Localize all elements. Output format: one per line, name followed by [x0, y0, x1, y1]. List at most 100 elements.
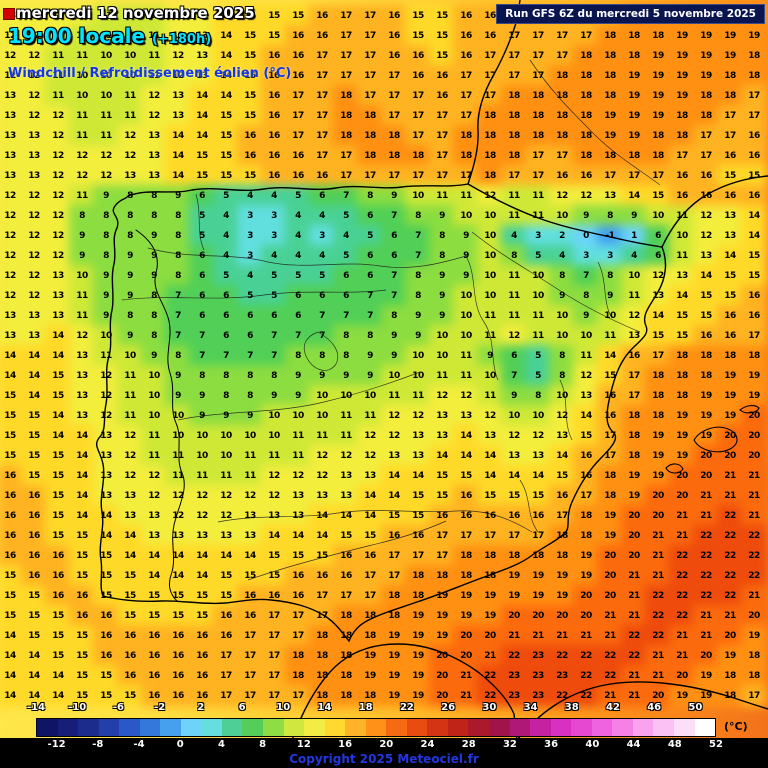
- temp-value: 16: [700, 171, 712, 181]
- temp-value: 6: [343, 291, 349, 301]
- temp-value: 19: [412, 611, 424, 621]
- temp-value: 18: [700, 91, 712, 101]
- temp-value: 18: [556, 551, 568, 561]
- temp-value: 20: [436, 671, 448, 681]
- temp-value: 13: [436, 411, 448, 421]
- temp-value: 15: [292, 551, 304, 561]
- temp-value: 12: [4, 191, 16, 201]
- temp-value: 4: [223, 251, 229, 261]
- temp-value: 16: [244, 131, 256, 141]
- temp-value: 14: [292, 531, 304, 541]
- temp-color-cell: [165, 65, 191, 87]
- temp-value: 13: [412, 431, 424, 441]
- temp-value: 8: [559, 351, 565, 361]
- temp-value: 17: [316, 51, 328, 61]
- temp-color-cell: [597, 145, 623, 167]
- temp-value: 20: [748, 411, 760, 421]
- temp-value: 15: [196, 611, 208, 621]
- temp-value: 14: [4, 671, 16, 681]
- temp-value: 10: [412, 351, 424, 361]
- temp-value: 19: [700, 71, 712, 81]
- temp-value: 12: [172, 511, 184, 521]
- legend-tick-label: 18: [358, 702, 373, 713]
- temp-value: 12: [52, 171, 64, 181]
- temp-value: 16: [700, 191, 712, 201]
- temp-value: 6: [199, 271, 205, 281]
- temp-value: 13: [724, 211, 736, 221]
- temp-color-cell: [501, 185, 527, 207]
- legend-tick-label: -14: [26, 702, 46, 713]
- temp-value: 9: [439, 211, 445, 221]
- temp-value: 17: [532, 531, 544, 541]
- temp-value: 17: [316, 591, 328, 601]
- temp-value: 9: [559, 291, 565, 301]
- temp-value: 19: [652, 431, 664, 441]
- temp-color-cell: [621, 205, 647, 227]
- legend-tick-label: 8: [259, 739, 267, 750]
- temp-value: 6: [367, 251, 373, 261]
- temp-value: 16: [52, 571, 64, 581]
- temp-color-cell: [333, 165, 359, 187]
- temp-value: 17: [748, 691, 760, 701]
- temp-value: 19: [628, 111, 640, 121]
- temp-value: 18: [580, 51, 592, 61]
- temp-color-cell: [693, 145, 719, 167]
- temp-color-cell: [645, 145, 671, 167]
- temp-value: 12: [28, 271, 40, 281]
- temp-value: 5: [535, 371, 541, 381]
- temp-color-cell: [429, 145, 455, 167]
- temp-value: 17: [676, 151, 688, 161]
- temp-color-cell: [477, 165, 503, 187]
- temp-color-cell: [309, 165, 335, 187]
- temp-value: 14: [100, 531, 112, 541]
- legend-bottom-labels: -12 -8 -4 0 4 8 12 16 20 24 28 32 36 40 44 48 52: [36, 739, 723, 751]
- temp-value: 10: [76, 271, 88, 281]
- temp-value: 8: [415, 211, 421, 221]
- temp-value: 16: [100, 611, 112, 621]
- temp-value: 22: [676, 551, 688, 561]
- temp-value: 19: [676, 71, 688, 81]
- temp-value: 14: [4, 351, 16, 361]
- temp-value: 22: [484, 671, 496, 681]
- temp-value: 13: [652, 291, 664, 301]
- temp-value: 4: [247, 191, 253, 201]
- temp-value: 10: [148, 391, 160, 401]
- temp-value: 12: [556, 411, 568, 421]
- temp-value: 10: [148, 411, 160, 421]
- temp-color-cell: [357, 145, 383, 167]
- temp-value: 13: [148, 131, 160, 141]
- temp-value: 8: [79, 211, 85, 221]
- temp-value: 12: [508, 331, 520, 341]
- temp-value: 10: [484, 291, 496, 301]
- temp-value: 17: [604, 171, 616, 181]
- temp-value: 9: [79, 231, 85, 241]
- temp-value: 12: [100, 411, 112, 421]
- temp-value: 9: [151, 231, 157, 241]
- temp-color-cell: [45, 45, 71, 67]
- temp-value: 18: [340, 691, 352, 701]
- temp-value: 10: [124, 351, 136, 361]
- temp-color-cell: [69, 25, 95, 47]
- temp-value: 15: [52, 391, 64, 401]
- temp-value: 18: [484, 131, 496, 141]
- temp-value: 16: [292, 151, 304, 161]
- temp-color-cell: [645, 25, 671, 47]
- temp-color-cell: [669, 165, 695, 187]
- temp-value: 11: [124, 391, 136, 401]
- temp-value: 18: [460, 571, 472, 581]
- legend-tick-label: 6: [238, 702, 246, 713]
- temp-value: 13: [556, 431, 568, 441]
- temp-value: 22: [748, 571, 760, 581]
- temp-value: 15: [124, 691, 136, 701]
- temp-value: 17: [268, 691, 280, 701]
- temp-value: 17: [340, 151, 352, 161]
- temp-value: 18: [700, 371, 712, 381]
- temp-value: 14: [700, 271, 712, 281]
- temp-value: 16: [460, 51, 472, 61]
- temp-value: 17: [556, 31, 568, 41]
- temp-color-cell: [549, 25, 575, 47]
- temp-value: 11: [100, 131, 112, 141]
- temp-color-cell: [21, 125, 47, 147]
- temp-value: 4: [319, 211, 325, 221]
